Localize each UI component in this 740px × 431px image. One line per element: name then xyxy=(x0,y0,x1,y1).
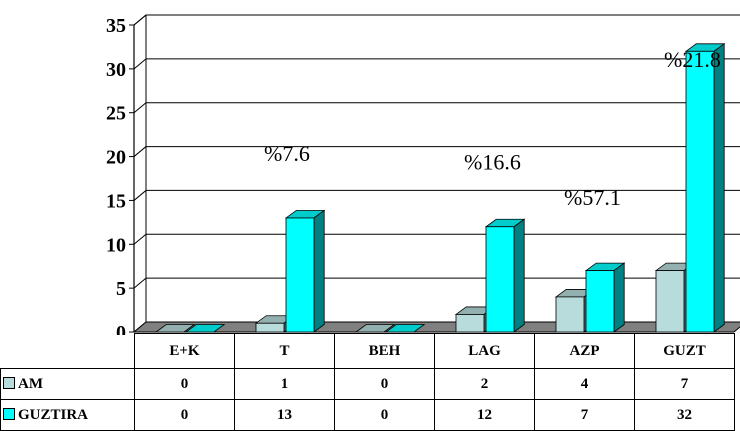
bar-face xyxy=(485,226,515,333)
bar xyxy=(484,218,526,333)
bar-face xyxy=(685,50,715,333)
bar-face xyxy=(384,324,426,333)
bar-face xyxy=(354,324,396,333)
bar xyxy=(684,43,726,333)
series-name: AM xyxy=(18,375,43,392)
annotation-label: %57.1 xyxy=(564,185,621,210)
bar xyxy=(284,209,326,333)
bar xyxy=(384,324,426,333)
bar-face xyxy=(255,322,285,333)
plot-back-wall xyxy=(145,14,740,323)
y-tick-label: 30 xyxy=(106,59,126,81)
category-header: GUZT xyxy=(634,333,735,369)
table-header-row: E+K T BEH LAG AZP GUZT xyxy=(1,333,735,369)
table-cell: 0 xyxy=(334,368,435,400)
bar-face xyxy=(585,270,615,333)
gridline-diagonal xyxy=(133,277,147,289)
bar xyxy=(184,324,226,333)
table-cell: 13 xyxy=(234,399,335,431)
table-corner xyxy=(1,334,135,369)
bar-face xyxy=(184,324,226,333)
bar xyxy=(584,262,626,333)
table-cell: 0 xyxy=(334,399,435,431)
gridline-diagonal xyxy=(133,102,147,114)
bar-face xyxy=(555,296,585,333)
gridline-diagonal xyxy=(133,58,147,70)
bar-face xyxy=(285,217,315,333)
y-tick-label: 0 xyxy=(116,322,126,335)
table-cell: 2 xyxy=(434,368,535,400)
series-label-am: AM xyxy=(0,368,135,400)
legend-swatch-am xyxy=(3,376,15,389)
gridline-diagonal xyxy=(133,233,147,245)
bar-face xyxy=(655,270,685,333)
data-table: E+K T BEH LAG AZP GUZT AM 0 1 0 2 4 7 GU… xyxy=(0,333,735,431)
series-label-guztira: GUZTIRA xyxy=(0,399,135,431)
table-cell: 7 xyxy=(534,399,635,431)
y-tick-label: 10 xyxy=(106,234,126,256)
y-tick-label: 35 xyxy=(106,15,126,37)
annotation-label: %16.6 xyxy=(464,150,521,175)
category-header: BEH xyxy=(334,333,435,369)
table-cell: 1 xyxy=(234,368,335,400)
bar-face xyxy=(154,324,196,333)
gridline-diagonal xyxy=(133,146,147,157)
category-header: AZP xyxy=(534,333,635,369)
y-tick-label: 15 xyxy=(106,190,126,212)
table-cell: 4 xyxy=(534,368,635,400)
bar-face xyxy=(313,209,325,333)
table-row: GUZTIRA 0 13 0 12 7 32 xyxy=(0,399,735,431)
annotation-label: %21.8 xyxy=(664,47,721,72)
series-name: GUZTIRA xyxy=(18,406,89,423)
table-cell: 12 xyxy=(434,399,535,431)
category-header: E+K xyxy=(134,333,235,369)
y-tick-label: 25 xyxy=(106,103,126,125)
gridline-diagonal xyxy=(133,190,147,201)
bar xyxy=(154,324,196,333)
table-cell: 0 xyxy=(134,368,235,400)
y-tick-label: 5 xyxy=(116,278,126,300)
table-cell: 0 xyxy=(134,399,235,431)
bar-chart: 0 5 10 15 20 25 30 35 %7.6 %16.6 %57.1 %21.8 xyxy=(106,14,740,335)
y-tick-label: 20 xyxy=(106,147,126,169)
table-cell: 7 xyxy=(634,368,735,400)
bar xyxy=(354,324,396,333)
category-header: T xyxy=(234,333,335,369)
plot-edge xyxy=(133,14,147,26)
bar-face xyxy=(513,218,525,333)
category-header: LAG xyxy=(434,333,535,369)
bar-face xyxy=(455,314,485,333)
table-row: AM 0 1 0 2 4 7 xyxy=(0,368,735,400)
table-cell: 32 xyxy=(634,399,735,431)
plot-floor xyxy=(132,321,740,333)
bar-face xyxy=(613,262,625,333)
legend-swatch-guztira xyxy=(3,407,15,420)
annotation-label: %7.6 xyxy=(264,141,310,166)
bar-face xyxy=(713,43,725,333)
